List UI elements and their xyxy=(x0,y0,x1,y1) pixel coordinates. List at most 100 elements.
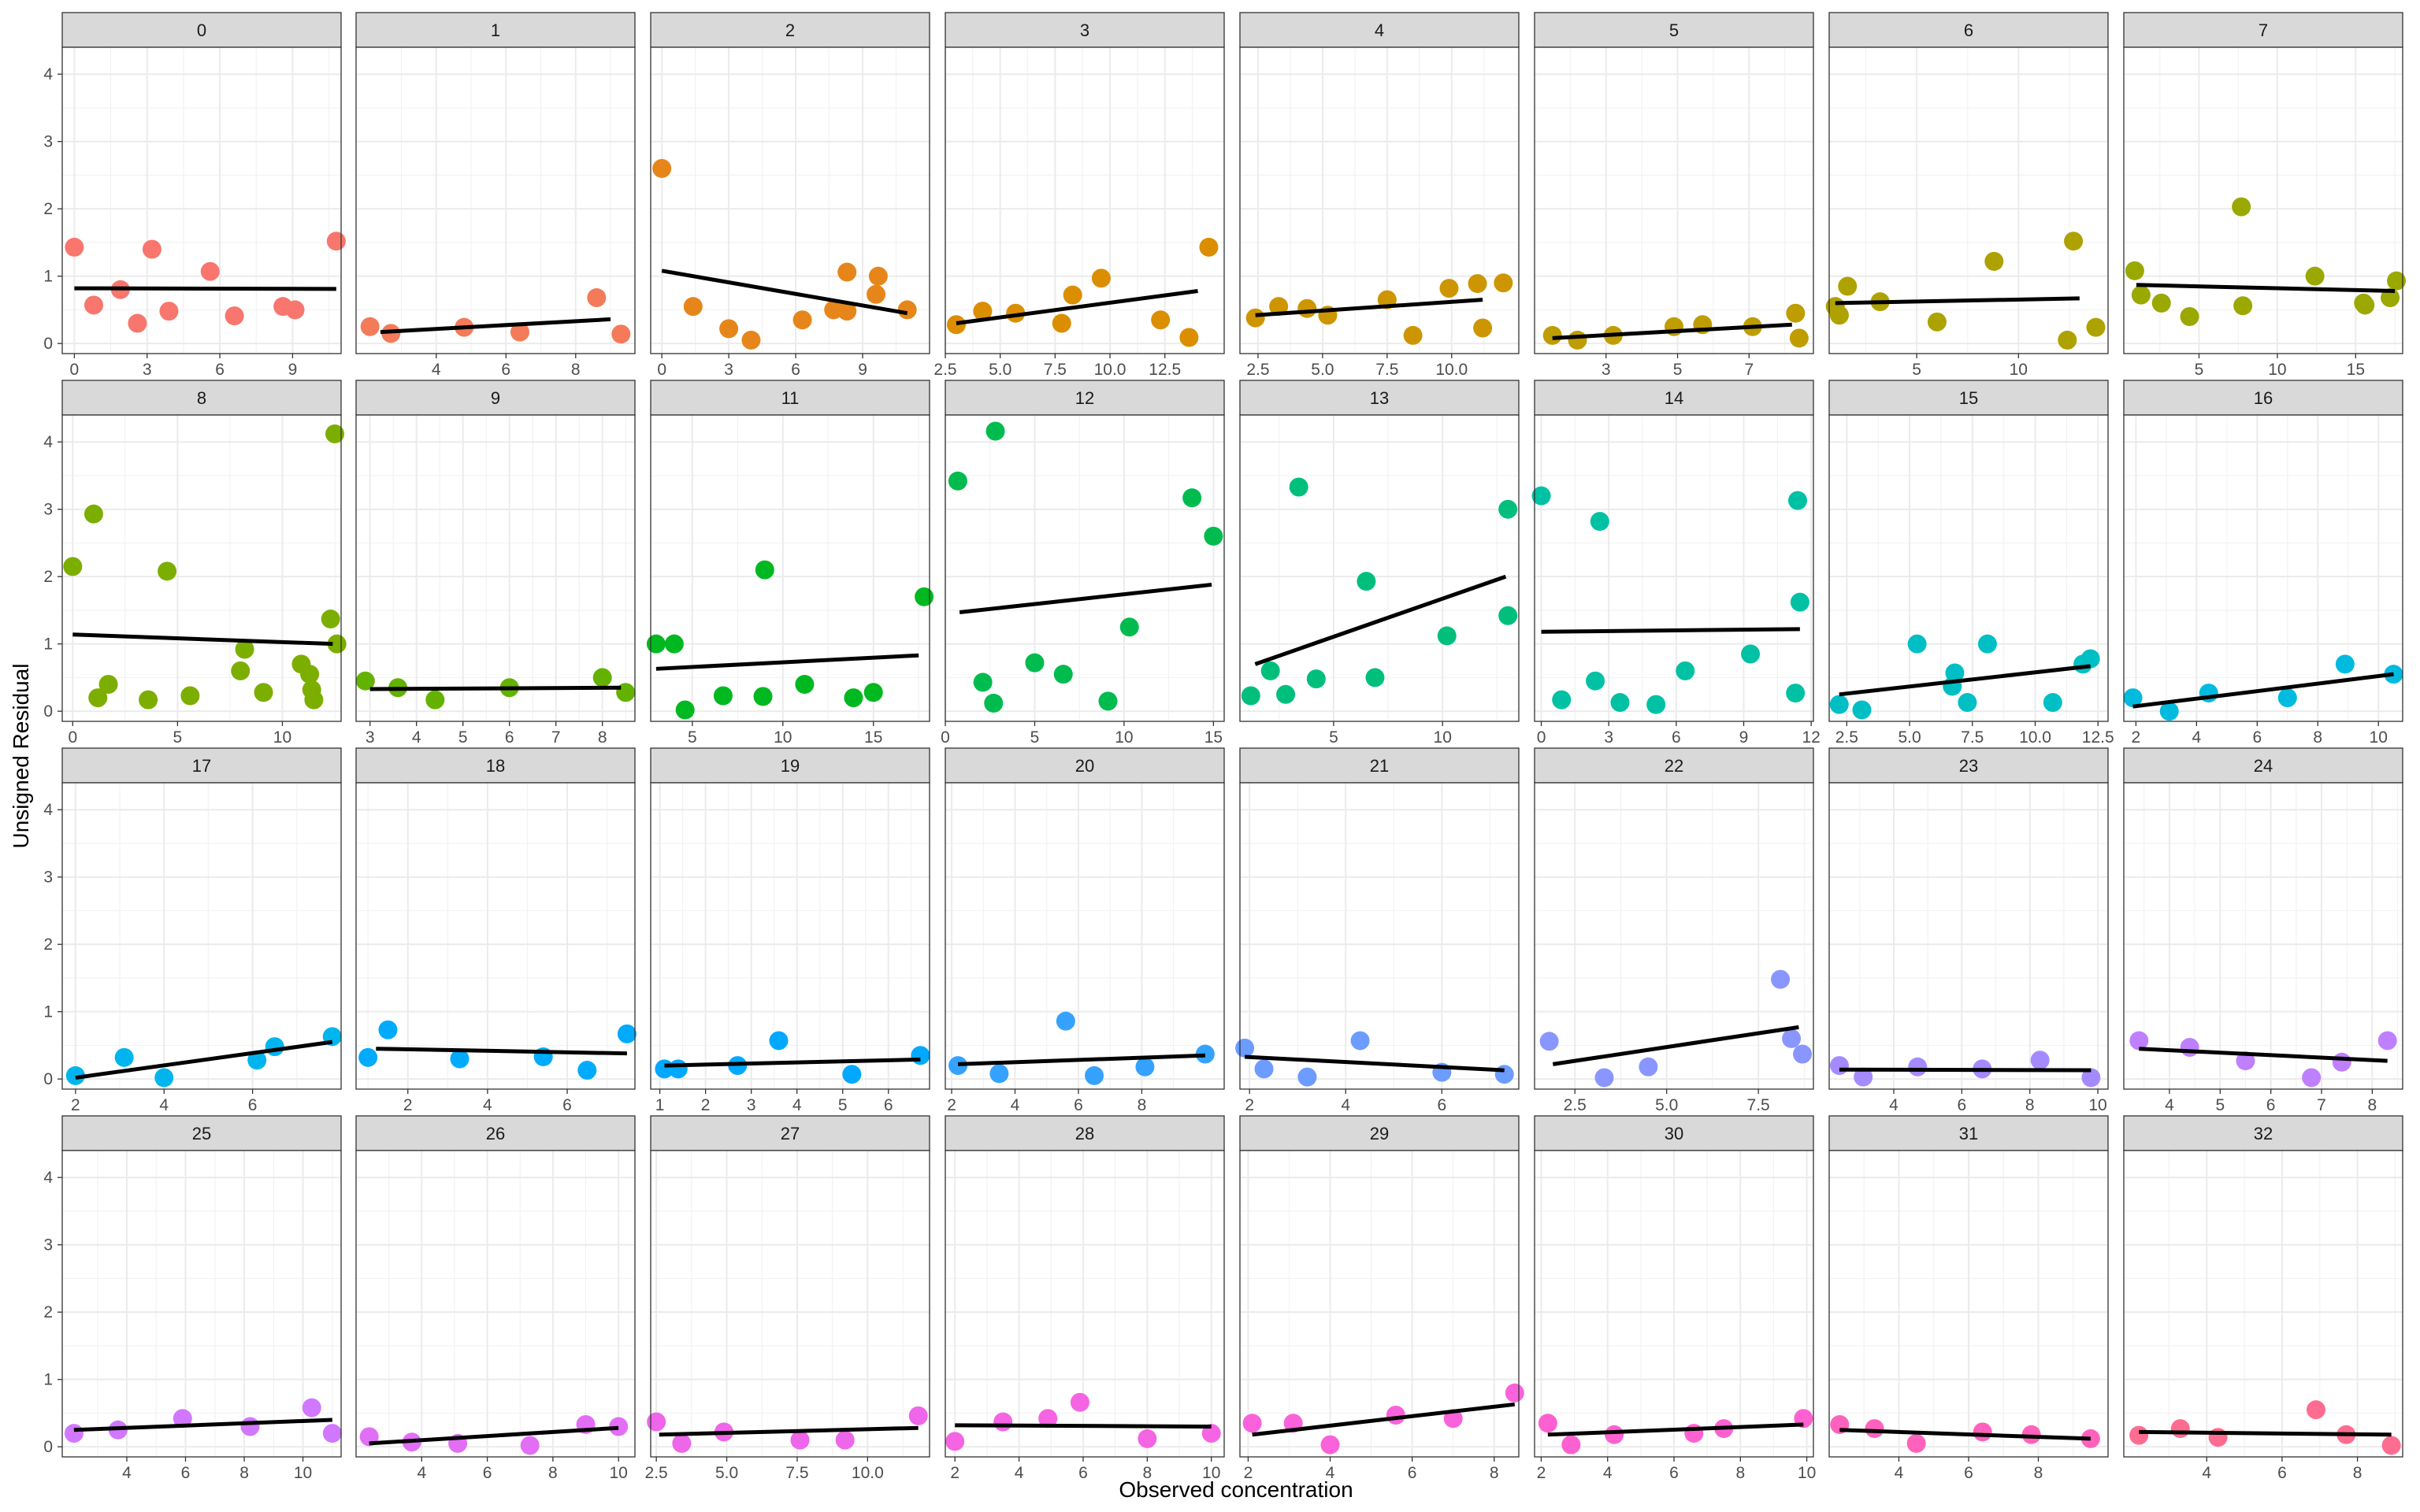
plot-background xyxy=(651,415,930,721)
facet-panel-19: 19 1 2 3 4 5 6 xyxy=(650,747,930,1114)
data-point xyxy=(2058,330,2077,350)
data-point xyxy=(128,313,147,333)
plot-background xyxy=(1535,783,1813,1089)
facet-strip xyxy=(2123,1115,2403,1151)
x-tick-label: 4 xyxy=(792,1096,802,1114)
x-tick-label: 2 xyxy=(1537,1464,1546,1482)
panel-border xyxy=(650,46,930,354)
x-tick-label: 8 xyxy=(1143,1464,1152,1482)
x-tick-label: 3 xyxy=(747,1096,756,1114)
plot-background xyxy=(651,1151,930,1457)
x-tick-label: 4 xyxy=(1011,1096,1020,1114)
data-point xyxy=(577,1061,597,1080)
facet-strip xyxy=(1828,12,2109,48)
data-point xyxy=(1053,665,1073,684)
panel-border xyxy=(1534,46,1814,354)
plot-background xyxy=(62,415,341,721)
fit-line xyxy=(1252,1402,1516,1437)
data-point xyxy=(1199,237,1219,257)
fit-line xyxy=(1552,1025,1799,1066)
x-tick-label: 6 xyxy=(181,1464,191,1482)
panel-border xyxy=(1239,46,1520,354)
data-point xyxy=(1025,653,1045,673)
x-tick-label: 8 xyxy=(571,361,581,379)
x-tick-label: 15 xyxy=(1204,728,1223,747)
x-tick-label: 7 xyxy=(551,728,561,747)
x-tick-label: 2 xyxy=(2132,728,2141,747)
data-point xyxy=(1788,491,1808,510)
fit-line xyxy=(1254,574,1507,666)
x-tick-label: 2 xyxy=(701,1096,711,1114)
panel-border xyxy=(1828,414,2109,722)
y-tick-label: 0 xyxy=(43,1438,53,1456)
facet-strip-label: 14 xyxy=(1665,388,1683,408)
facet-panel-26: 26 4 6 8 10 xyxy=(355,1115,636,1482)
facet-strip xyxy=(650,12,930,48)
data-point xyxy=(1494,273,1513,293)
data-point xyxy=(753,687,773,706)
x-tick-label: 2 xyxy=(947,1096,956,1114)
data-point xyxy=(1958,693,1977,713)
data-point xyxy=(1260,661,1280,680)
facet-panel-14: 14 0 3 6 9 12 xyxy=(1531,380,1821,747)
panel-border xyxy=(945,1150,1225,1458)
facet-strip xyxy=(945,12,1225,48)
y-tick-label: 2 xyxy=(43,568,53,586)
data-point xyxy=(769,1031,789,1051)
facet-panel-9: 9 3 4 5 6 7 8 xyxy=(355,380,636,747)
x-tick-label: 5 xyxy=(458,728,468,747)
data-point xyxy=(159,302,179,321)
y-tick-label: 3 xyxy=(43,1236,53,1254)
data-point xyxy=(1235,1038,1255,1058)
x-tick-label: 6 xyxy=(1669,1464,1679,1482)
data-point xyxy=(795,674,815,694)
fit-line xyxy=(369,685,622,691)
data-point xyxy=(1505,1383,1524,1403)
data-point xyxy=(231,661,251,680)
fit-line xyxy=(2132,672,2394,709)
facet-strip xyxy=(1828,380,2109,416)
x-tick-label: 5 xyxy=(688,728,697,747)
x-tick-label: 6 xyxy=(2252,728,2262,747)
data-point xyxy=(2086,317,2106,337)
data-point xyxy=(1306,669,1326,689)
data-point xyxy=(2129,1425,2149,1445)
data-point xyxy=(1498,606,1518,625)
facet-strip xyxy=(1828,1115,2109,1151)
panel-border xyxy=(355,782,636,1090)
data-point xyxy=(897,300,917,320)
facet-strip xyxy=(1239,747,1520,784)
fit-line xyxy=(958,1053,1205,1066)
x-tick-label: 10 xyxy=(1202,1464,1220,1482)
x-tick-label: 8 xyxy=(2313,728,2322,747)
data-point xyxy=(2332,1052,2351,1072)
data-point xyxy=(285,300,305,320)
data-point xyxy=(2123,688,2143,708)
data-point xyxy=(741,330,761,350)
facet-strip-label: 8 xyxy=(197,388,206,408)
data-point xyxy=(114,1047,134,1067)
fit-line xyxy=(376,1047,627,1056)
data-point xyxy=(844,688,863,708)
data-point xyxy=(1590,512,1609,532)
y-tick-label: 1 xyxy=(43,268,53,286)
data-point xyxy=(98,674,118,694)
data-point xyxy=(1538,1414,1557,1433)
facet-strip-label: 29 xyxy=(1370,1124,1389,1143)
x-tick-label: 10 xyxy=(1798,1464,1816,1482)
fit-line xyxy=(956,289,1198,326)
facet-strip xyxy=(1534,12,1814,48)
x-tick-label: 10 xyxy=(609,1464,627,1482)
panel-border xyxy=(2123,414,2403,722)
panel-border xyxy=(355,46,636,354)
panel-border xyxy=(2123,46,2403,354)
facet-strip xyxy=(1534,380,1814,416)
data-point xyxy=(1741,644,1761,664)
facet-panel-6: 6 5 10 xyxy=(1825,12,2109,379)
x-tick-label: 5 xyxy=(838,1096,848,1114)
data-point xyxy=(2208,1428,2228,1447)
data-point xyxy=(989,1064,1009,1084)
data-point xyxy=(1793,1044,1813,1064)
facet-strip xyxy=(650,380,930,416)
data-point xyxy=(1539,1032,1559,1051)
